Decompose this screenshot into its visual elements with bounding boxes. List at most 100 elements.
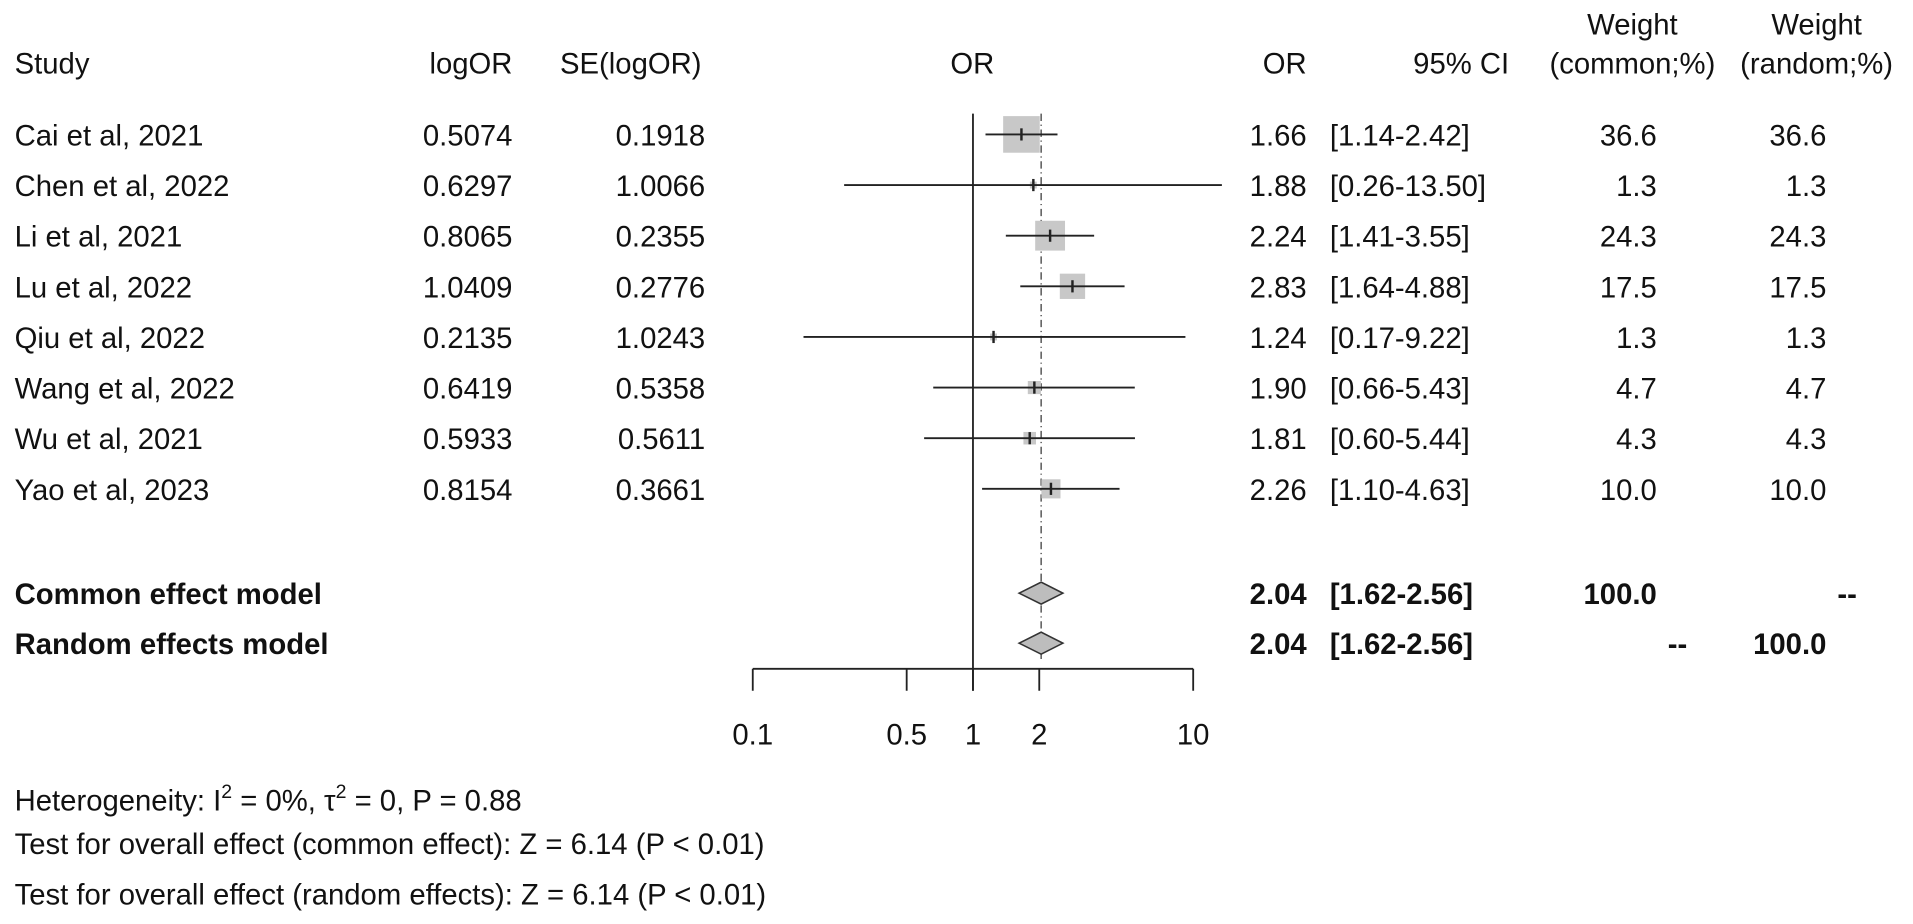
weight-random-value: 17.5 [1769,271,1826,304]
heterogeneity-text: Heterogeneity: I2 = 0%, τ2 = 0, P = 0.88 [15,781,522,817]
x-axis: 0.1 0.5 1 2 10 [732,667,1210,751]
table-row: Yao et al, 2023 0.8154 0.3661 2.26 [1.10-4.6… [15,474,1827,507]
weight-random-value: 24.3 [1769,221,1826,254]
weight-random-value: 10.0 [1769,474,1826,507]
weight-random-value: 4.3 [1786,423,1827,456]
x-tick-label: 2 [1031,718,1047,751]
header-weight-random-sub: (random;%) [1740,47,1893,80]
x-tick-label: 0.1 [732,718,773,751]
weight-common-value: 1.3 [1616,322,1657,355]
header-row: Study logOR SE(logOR) OR OR 95% CI Weigh… [15,8,1893,80]
ci-value: [1.41-3.55] [1330,221,1470,254]
x-tick-label: 10 [1177,718,1210,751]
weight-random-value: 4.7 [1786,373,1827,406]
header-ci: 95% CI [1413,47,1509,80]
weight-random-value: 1.3 [1786,170,1827,203]
ci-value: [0.66-5.43] [1330,373,1470,406]
ci-value: [0.26-13.50] [1330,170,1486,203]
or-value: 2.04 [1250,578,1308,611]
weight-common-value: 10.0 [1600,474,1657,507]
model-label: Random effects model [15,628,329,661]
weight-random-value: -- [1837,578,1857,611]
or-value: 1.81 [1250,423,1307,456]
table-row: Lu et al, 2022 1.0409 0.2776 2.83 [1.64-4.88… [15,271,1827,304]
study-name: Yao et al, 2023 [15,474,210,507]
table-row: Wu et al, 2021 0.5933 0.5611 1.81 [0.60-5.44… [15,423,1827,456]
model-label: Common effect model [15,578,322,611]
or-value: 1.66 [1250,119,1307,152]
logor-value: 0.6297 [423,170,513,203]
se-value: 0.2355 [616,221,706,254]
weight-common-value: -- [1668,628,1688,661]
or-value: 2.83 [1250,271,1307,304]
pooled-diamond [1017,631,1065,656]
ci-value: [1.64-4.88] [1330,271,1470,304]
weight-common-value: 4.7 [1616,373,1657,406]
logor-value: 0.2135 [423,322,513,355]
header-weight-common-sub: (common;%) [1549,47,1715,80]
ci-value: [1.62-2.56] [1330,628,1473,661]
se-value: 0.3661 [616,474,706,507]
footer: Heterogeneity: I2 = 0%, τ2 = 0, P = 0.88… [15,781,767,911]
table-row: Qiu et al, 2022 0.2135 1.0243 1.24 [0.17-9.2… [15,322,1827,355]
study-name: Cai et al, 2021 [15,119,204,152]
header-se: SE(logOR) [560,47,701,80]
study-name: Wang et al, 2022 [15,373,235,406]
weight-common-value: 36.6 [1600,119,1657,152]
x-tick-label: 1 [965,718,981,751]
weight-random-value: 1.3 [1786,322,1827,355]
header-logor: logOR [429,47,512,80]
or-value: 2.26 [1250,474,1307,507]
table-row: Chen et al, 2022 0.6297 1.0066 1.88 [0.26-13… [15,170,1827,203]
ci-value: [1.62-2.56] [1330,578,1473,611]
weight-common-value: 24.3 [1600,221,1657,254]
study-name: Wu et al, 2021 [15,423,203,456]
se-value: 1.0243 [616,322,706,355]
ci-value: [0.60-5.44] [1330,423,1470,456]
table-row: Li et al, 2021 0.8065 0.2355 2.24 [1.41-3.55… [15,221,1827,254]
weight-common-value: 1.3 [1616,170,1657,203]
test-common-text: Test for overall effect (common effect):… [15,828,765,861]
or-value: 2.24 [1250,221,1307,254]
weight-random-value: 100.0 [1753,628,1826,661]
weight-random-value: 36.6 [1769,119,1826,152]
header-weight-common: Weight [1587,8,1678,41]
ci-value: [0.17-9.22] [1330,322,1470,355]
table-row: Cai et al, 2021 0.5074 0.1918 1.66 [1.14-2.4… [15,119,1827,152]
pooled-diamond [1017,581,1065,606]
pooled-row: Common effect model 2.04 [1.62-2.56] 100.0 -… [15,578,1857,611]
header-or: OR [1263,47,1307,80]
table-row: Wang et al, 2022 0.6419 0.5358 1.90 [0.66-5.… [15,373,1827,406]
or-value: 1.88 [1250,170,1307,203]
or-value: 1.90 [1250,373,1307,406]
logor-value: 1.0409 [423,271,513,304]
se-value: 0.1918 [616,119,706,152]
plot-marks [803,113,1222,691]
se-value: 0.2776 [616,271,706,304]
study-name: Li et al, 2021 [15,221,183,254]
se-value: 1.0066 [616,170,706,203]
logor-value: 0.5933 [423,423,513,456]
logor-value: 0.8154 [423,474,513,507]
table-rows: Cai et al, 2021 0.5074 0.1918 1.66 [1.14-2.4… [15,119,1857,661]
pooled-row: Random effects model 2.04 [1.62-2.56] -- 100… [15,628,1827,661]
or-value: 2.04 [1250,628,1308,661]
header-weight-random: Weight [1771,8,1862,41]
header-plot-or: OR [950,47,994,80]
test-random-text: Test for overall effect (random effects)… [15,878,767,911]
weight-common-value: 4.3 [1616,423,1657,456]
or-value: 1.24 [1250,322,1307,355]
logor-value: 0.5074 [423,119,513,152]
ci-value: [1.10-4.63] [1330,474,1470,507]
study-name: Chen et al, 2022 [15,170,230,203]
ci-value: [1.14-2.42] [1330,119,1470,152]
study-name: Lu et al, 2022 [15,271,192,304]
logor-value: 0.6419 [423,373,513,406]
weight-common-value: 17.5 [1600,271,1657,304]
header-study: Study [15,47,90,80]
se-value: 0.5358 [616,373,706,406]
logor-value: 0.8065 [423,221,513,254]
study-name: Qiu et al, 2022 [15,322,205,355]
se-value: 0.5611 [618,423,705,456]
